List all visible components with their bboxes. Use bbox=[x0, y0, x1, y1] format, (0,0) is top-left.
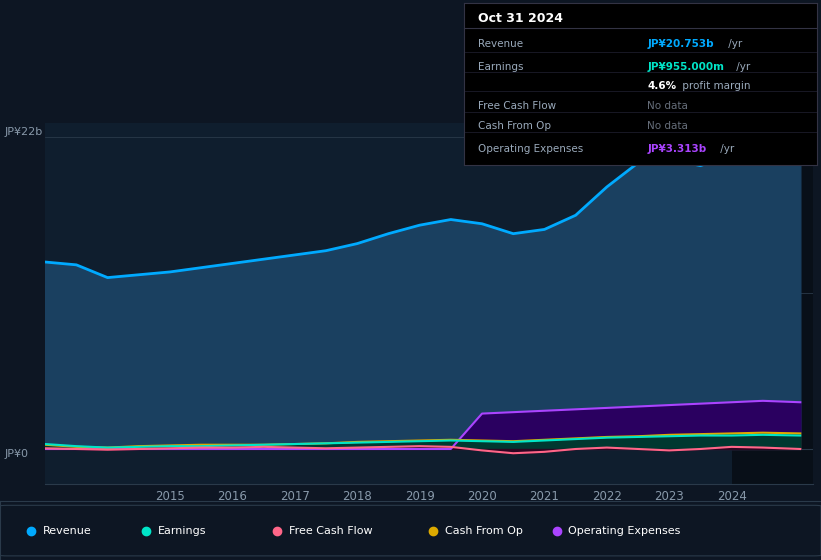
Text: JP¥3.313b: JP¥3.313b bbox=[648, 144, 707, 154]
Text: No data: No data bbox=[648, 122, 688, 132]
Text: JP¥22b: JP¥22b bbox=[4, 127, 43, 137]
Bar bbox=[732, 123, 813, 484]
Text: Revenue: Revenue bbox=[43, 526, 91, 535]
Text: JP¥20.753b: JP¥20.753b bbox=[648, 39, 714, 49]
Text: Free Cash Flow: Free Cash Flow bbox=[478, 101, 556, 111]
Text: Operating Expenses: Operating Expenses bbox=[568, 526, 681, 535]
Text: Free Cash Flow: Free Cash Flow bbox=[289, 526, 373, 535]
Text: Earnings: Earnings bbox=[158, 526, 206, 535]
Text: profit margin: profit margin bbox=[678, 81, 750, 91]
Text: Cash From Op: Cash From Op bbox=[445, 526, 523, 535]
Text: JP¥0: JP¥0 bbox=[4, 449, 28, 459]
Text: Revenue: Revenue bbox=[478, 39, 523, 49]
Text: /yr: /yr bbox=[733, 62, 750, 72]
Text: 4.6%: 4.6% bbox=[648, 81, 677, 91]
Text: Earnings: Earnings bbox=[478, 62, 524, 72]
Text: JP¥955.000m: JP¥955.000m bbox=[648, 62, 724, 72]
Text: Cash From Op: Cash From Op bbox=[478, 122, 551, 132]
Text: Oct 31 2024: Oct 31 2024 bbox=[478, 12, 563, 25]
Text: /yr: /yr bbox=[725, 39, 742, 49]
Text: /yr: /yr bbox=[718, 144, 735, 154]
Text: No data: No data bbox=[648, 101, 688, 111]
Text: Operating Expenses: Operating Expenses bbox=[478, 144, 583, 154]
